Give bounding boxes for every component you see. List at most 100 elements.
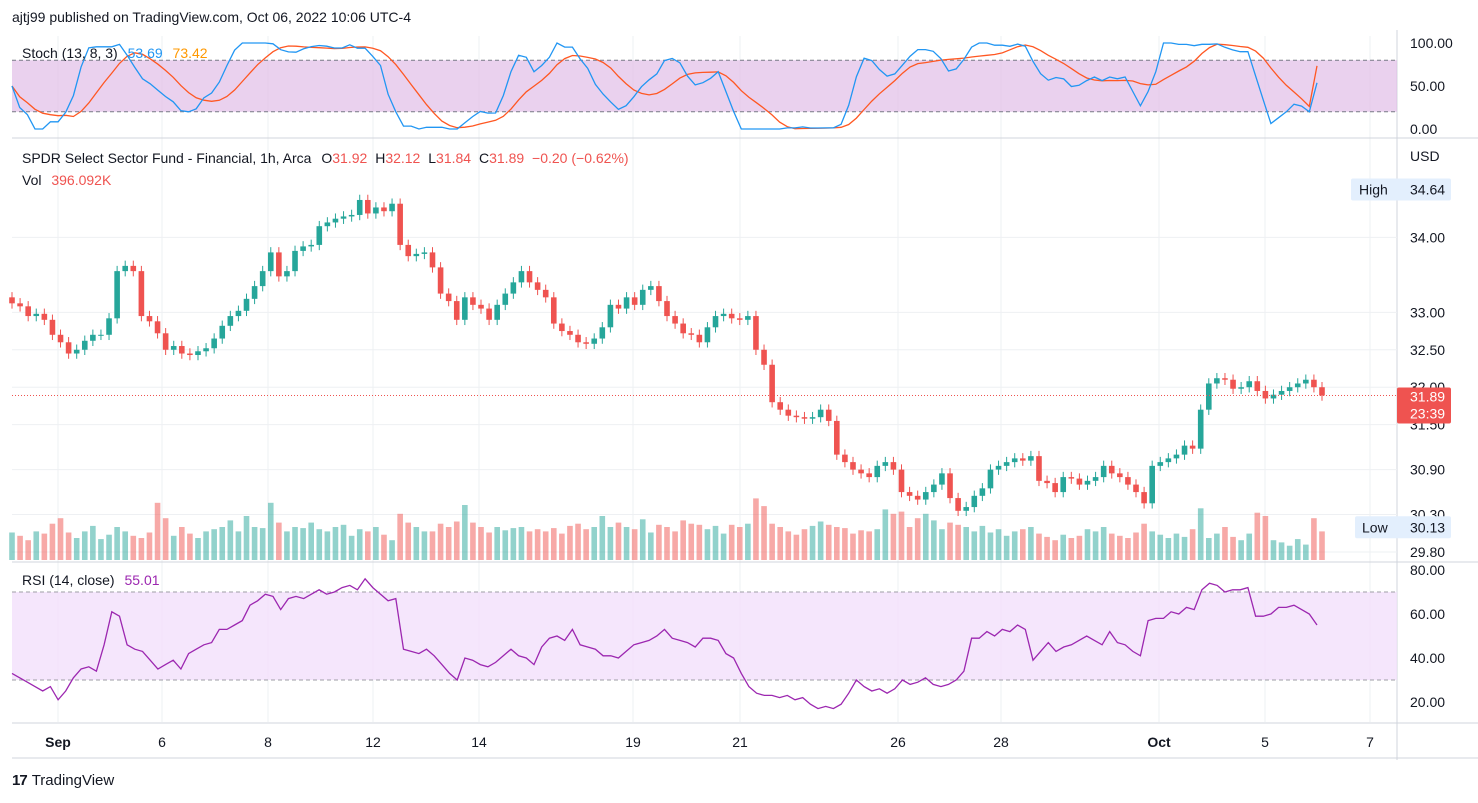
volume-bar [365, 531, 371, 560]
candle-body [486, 308, 492, 320]
volume-bar [65, 532, 72, 560]
time-axis-label: Sep [45, 734, 71, 750]
candle-body [179, 346, 185, 354]
candle-body [235, 310, 242, 317]
volume-bar [405, 522, 412, 560]
candle-body [114, 271, 120, 319]
candle-body [963, 507, 969, 511]
candle-body [284, 271, 290, 277]
stoch-axis-tick: 50.00 [1410, 78, 1445, 94]
candle-body [421, 252, 428, 254]
volume-bar [963, 527, 969, 560]
stoch-label: Stoch (13, 8, 3) [22, 45, 118, 61]
volume-bar [607, 527, 614, 560]
candle-body [817, 409, 824, 418]
candle-body [1092, 477, 1099, 481]
candle-body [316, 226, 323, 245]
volume-bar [227, 520, 234, 560]
candle-body [736, 318, 743, 320]
candle-body [769, 364, 775, 403]
low-label: Low [1362, 519, 1389, 535]
high-value: 32.12 [385, 150, 421, 166]
volume-bar [348, 535, 355, 560]
candle-body [1060, 477, 1067, 493]
candle-body [90, 334, 96, 341]
volume-bar [195, 538, 201, 560]
volume-bar [656, 524, 662, 560]
rsi-axis-tick: 80.00 [1410, 562, 1445, 578]
candle-body [648, 286, 654, 290]
candle-body [834, 420, 840, 455]
open-value: 31.92 [332, 150, 368, 166]
candle-body [720, 313, 727, 317]
candle-body [478, 304, 484, 309]
candle-body [631, 297, 638, 305]
candle-body [405, 244, 412, 257]
volume-bar [704, 529, 711, 560]
stoch-band [12, 60, 1397, 112]
volume-bar [922, 513, 929, 560]
candle-body [1165, 458, 1172, 463]
volume-bar [308, 522, 314, 560]
rsi-axis-tick: 40.00 [1410, 650, 1445, 666]
volume-bar [567, 525, 573, 560]
candle-body [890, 462, 897, 470]
volume-bar [462, 505, 468, 560]
volume-bar [187, 533, 193, 560]
candle-body [623, 297, 630, 309]
volume-bar [898, 511, 905, 560]
volume-bar [397, 513, 403, 560]
publish-header: ajtj99 published on TradingView.com, Oct… [12, 9, 411, 25]
candle-body [397, 203, 403, 245]
candle-body [567, 331, 573, 335]
volume-bar [437, 523, 444, 560]
volume-bar [154, 502, 161, 560]
candle-body [1319, 387, 1325, 396]
candle-body [591, 338, 598, 344]
volume-bar [736, 527, 743, 560]
candle-body [308, 244, 314, 247]
volume-bar [680, 520, 686, 560]
candle-body [559, 323, 565, 332]
volume-bar [219, 527, 226, 560]
volume-bar [179, 527, 185, 560]
volume-bar [1173, 533, 1180, 560]
candle-body [170, 346, 177, 350]
volume-bar [267, 502, 274, 560]
volume-bar [130, 535, 137, 560]
candle-body [437, 267, 444, 294]
volume-bar [1319, 531, 1325, 560]
volume-bar [284, 531, 290, 560]
candle-body [971, 495, 978, 508]
volume-bar [728, 524, 735, 560]
candle-body [914, 495, 921, 500]
candle-body [526, 271, 533, 283]
candle-body [1311, 379, 1317, 388]
volume-bar [761, 506, 767, 560]
candle-body [898, 469, 905, 493]
volume-bar [235, 531, 242, 560]
volume-bar [356, 529, 363, 560]
volume-bar [470, 522, 476, 560]
volume-bar [1294, 539, 1301, 560]
volume-bar [1246, 533, 1253, 560]
volume-bar [534, 529, 541, 560]
volume-bar [486, 532, 492, 560]
volume-bar [947, 522, 953, 560]
candle-body [664, 301, 670, 317]
candle-body [203, 348, 209, 352]
volume-bar [1076, 535, 1083, 560]
volume-bar [1230, 536, 1236, 560]
volume-bar [1278, 542, 1285, 560]
candle-body [340, 216, 347, 219]
volume-bar [1044, 536, 1050, 560]
candle-body [1197, 409, 1204, 449]
stoch-legend: Stoch (13, 8, 3) 53.69 73.42 [22, 45, 208, 61]
candle-body [534, 282, 541, 290]
candle-body [979, 488, 986, 496]
volume-bar [1311, 518, 1317, 560]
candle-body [1286, 387, 1293, 391]
candle-body [106, 318, 112, 335]
candle-body [761, 349, 767, 365]
